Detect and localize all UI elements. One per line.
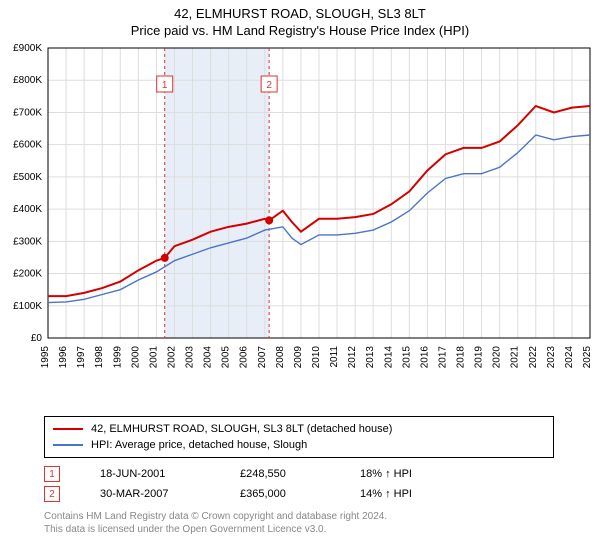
- svg-text:£800K: £800K: [13, 75, 42, 86]
- svg-text:£600K: £600K: [13, 140, 42, 151]
- svg-text:2024: 2024: [564, 346, 575, 369]
- title-sub: Price paid vs. HM Land Registry's House …: [0, 23, 600, 38]
- footer: Contains HM Land Registry data © Crown c…: [44, 510, 600, 536]
- sale-date: 30-MAR-2007: [100, 488, 200, 500]
- svg-text:2017: 2017: [437, 346, 448, 369]
- sales-row: 1 18-JUN-2001 £248,550 18% ↑ HPI: [44, 464, 554, 484]
- svg-text:£500K: £500K: [13, 172, 42, 183]
- svg-text:2012: 2012: [347, 346, 358, 369]
- legend: 42, ELMHURST ROAD, SLOUGH, SL3 8LT (deta…: [44, 416, 554, 458]
- svg-text:1997: 1997: [76, 346, 87, 369]
- svg-text:2022: 2022: [528, 346, 539, 369]
- sale-marker-icon: 1: [44, 466, 60, 482]
- svg-text:£700K: £700K: [13, 107, 42, 118]
- svg-text:2020: 2020: [492, 346, 503, 369]
- svg-text:2003: 2003: [185, 346, 196, 369]
- svg-text:£100K: £100K: [13, 301, 42, 312]
- svg-text:1999: 1999: [112, 346, 123, 369]
- svg-text:2011: 2011: [329, 346, 340, 368]
- svg-text:£300K: £300K: [13, 236, 42, 247]
- svg-text:2018: 2018: [456, 346, 467, 369]
- sale-price: £365,000: [240, 488, 320, 500]
- svg-text:2: 2: [266, 80, 272, 91]
- svg-text:2023: 2023: [546, 346, 557, 369]
- svg-text:2010: 2010: [311, 346, 322, 369]
- sale-date: 18-JUN-2001: [100, 468, 200, 480]
- title-main: 42, ELMHURST ROAD, SLOUGH, SL3 8LT: [0, 6, 600, 21]
- sale-delta: 18% ↑ HPI: [360, 468, 412, 480]
- chart-container: 42, ELMHURST ROAD, SLOUGH, SL3 8LT Price…: [0, 0, 600, 536]
- svg-text:2005: 2005: [221, 346, 232, 369]
- svg-text:2016: 2016: [419, 346, 430, 369]
- svg-text:£200K: £200K: [13, 269, 42, 280]
- svg-text:2009: 2009: [293, 346, 304, 369]
- svg-text:1998: 1998: [94, 346, 105, 369]
- svg-text:1996: 1996: [58, 346, 69, 369]
- svg-text:2025: 2025: [582, 346, 593, 369]
- svg-text:2007: 2007: [257, 346, 268, 369]
- svg-text:£400K: £400K: [13, 204, 42, 215]
- svg-text:2008: 2008: [275, 346, 286, 369]
- svg-text:2019: 2019: [474, 346, 485, 369]
- legend-swatch: [53, 444, 83, 446]
- svg-text:2000: 2000: [130, 346, 141, 369]
- chart-svg: £0 £100K £200K £300K £400K £500K £600K £700K £80…: [0, 38, 600, 408]
- svg-text:1995: 1995: [40, 346, 51, 369]
- legend-swatch: [53, 428, 83, 430]
- svg-text:2021: 2021: [510, 346, 521, 369]
- svg-text:2013: 2013: [365, 346, 376, 369]
- svg-text:1: 1: [162, 80, 168, 91]
- sales-table: 1 18-JUN-2001 £248,550 18% ↑ HPI 2 30-MA…: [44, 464, 554, 504]
- svg-text:2015: 2015: [401, 346, 412, 369]
- svg-text:£900K: £900K: [13, 43, 42, 54]
- sale-marker-icon: 2: [44, 486, 60, 502]
- legend-item: 42, ELMHURST ROAD, SLOUGH, SL3 8LT (deta…: [53, 421, 545, 437]
- svg-text:£0: £0: [31, 333, 43, 344]
- svg-text:2006: 2006: [239, 346, 250, 369]
- svg-text:2014: 2014: [383, 346, 394, 369]
- titles: 42, ELMHURST ROAD, SLOUGH, SL3 8LT Price…: [0, 0, 600, 38]
- footer-line: Contains HM Land Registry data © Crown c…: [44, 510, 600, 523]
- svg-text:2004: 2004: [203, 346, 214, 369]
- footer-line: This data is licensed under the Open Gov…: [44, 523, 600, 536]
- svg-text:2002: 2002: [166, 346, 177, 369]
- legend-label: HPI: Average price, detached house, Slou…: [91, 439, 307, 451]
- legend-label: 42, ELMHURST ROAD, SLOUGH, SL3 8LT (deta…: [91, 423, 392, 435]
- chart: £0 £100K £200K £300K £400K £500K £600K £700K £80…: [0, 38, 600, 408]
- legend-item: HPI: Average price, detached house, Slou…: [53, 437, 545, 453]
- svg-text:2001: 2001: [148, 346, 159, 369]
- sales-row: 2 30-MAR-2007 £365,000 14% ↑ HPI: [44, 484, 554, 504]
- sale-delta: 14% ↑ HPI: [360, 488, 412, 500]
- sale-price: £248,550: [240, 468, 320, 480]
